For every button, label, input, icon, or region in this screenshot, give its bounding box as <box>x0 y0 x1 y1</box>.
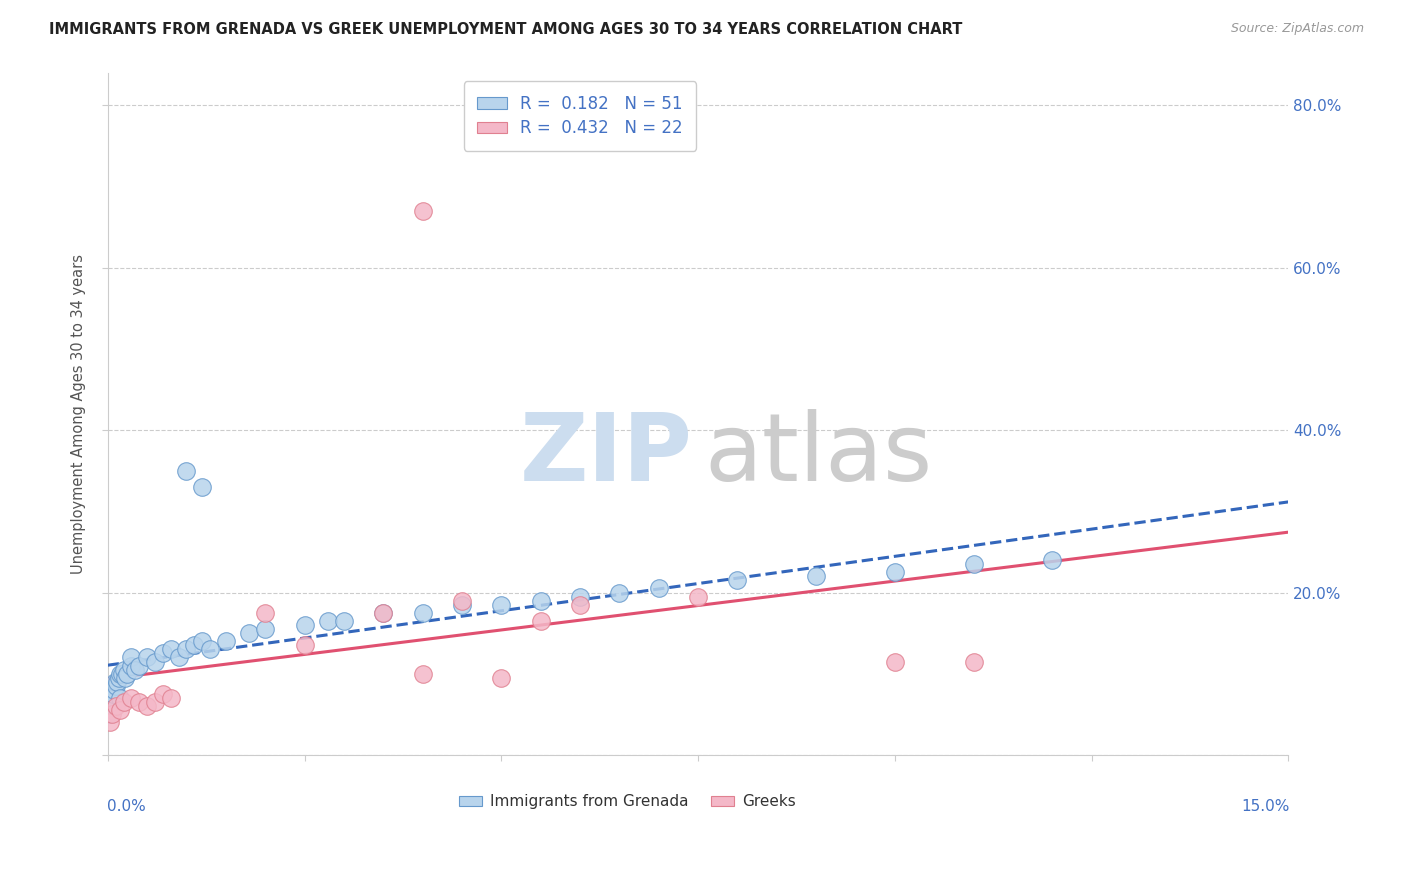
Point <box>569 590 592 604</box>
Point <box>491 671 513 685</box>
Point <box>98 699 121 714</box>
Point <box>159 691 181 706</box>
Point <box>373 606 395 620</box>
Point <box>117 666 139 681</box>
Legend: R =  0.182   N = 51, R =  0.432   N = 22: R = 0.182 N = 51, R = 0.432 N = 22 <box>464 81 696 151</box>
Point <box>104 674 127 689</box>
Point <box>176 464 198 478</box>
Point <box>108 691 131 706</box>
Point <box>530 593 553 607</box>
Point <box>112 695 135 709</box>
Point <box>183 638 205 652</box>
Point <box>98 707 121 722</box>
Point <box>215 634 238 648</box>
Text: 0.0%: 0.0% <box>107 799 145 814</box>
Point <box>451 598 474 612</box>
Point <box>100 691 122 706</box>
Point <box>333 614 356 628</box>
Point <box>191 634 214 648</box>
Point <box>108 703 131 717</box>
Point <box>136 650 159 665</box>
Point <box>491 598 513 612</box>
Point <box>412 606 434 620</box>
Point <box>103 683 125 698</box>
Point <box>198 642 221 657</box>
Point <box>569 598 592 612</box>
Text: 15.0%: 15.0% <box>1241 799 1289 814</box>
Text: IMMIGRANTS FROM GRENADA VS GREEK UNEMPLOYMENT AMONG AGES 30 TO 34 YEARS CORRELAT: IMMIGRANTS FROM GRENADA VS GREEK UNEMPLO… <box>49 22 963 37</box>
Point <box>727 574 749 588</box>
Point <box>152 687 174 701</box>
Point <box>111 666 134 681</box>
Point <box>128 658 150 673</box>
Point <box>254 622 277 636</box>
Point <box>294 618 316 632</box>
Point <box>124 663 146 677</box>
Point <box>609 585 631 599</box>
Y-axis label: Unemployment Among Ages 30 to 34 years: Unemployment Among Ages 30 to 34 years <box>72 254 86 574</box>
Point <box>114 671 136 685</box>
Point <box>412 204 434 219</box>
Point <box>412 666 434 681</box>
Point <box>136 699 159 714</box>
Point <box>883 566 905 580</box>
Point <box>962 557 984 571</box>
Point <box>101 695 124 709</box>
Point <box>238 626 260 640</box>
Point <box>107 671 129 685</box>
Point <box>648 582 671 596</box>
Text: atlas: atlas <box>704 409 932 501</box>
Point <box>373 606 395 620</box>
Point <box>98 715 121 730</box>
Point <box>120 650 142 665</box>
Point <box>120 691 142 706</box>
Point <box>100 703 122 717</box>
Point <box>176 642 198 657</box>
Text: ZIP: ZIP <box>519 409 692 501</box>
Point <box>104 699 127 714</box>
Point <box>316 614 339 628</box>
Point <box>254 606 277 620</box>
Point <box>105 674 128 689</box>
Point <box>104 679 127 693</box>
Point <box>191 480 214 494</box>
Point <box>128 695 150 709</box>
Point <box>143 655 166 669</box>
Point <box>159 642 181 657</box>
Point <box>167 650 190 665</box>
Point <box>294 638 316 652</box>
Point <box>530 614 553 628</box>
Point <box>883 655 905 669</box>
Point <box>112 663 135 677</box>
Text: Source: ZipAtlas.com: Source: ZipAtlas.com <box>1230 22 1364 36</box>
Point <box>804 569 827 583</box>
Point <box>688 590 710 604</box>
Point <box>101 707 124 722</box>
Point <box>1040 553 1063 567</box>
Point <box>451 593 474 607</box>
Point <box>110 666 132 681</box>
Point <box>143 695 166 709</box>
Point <box>962 655 984 669</box>
Point <box>103 687 125 701</box>
Point <box>120 658 142 673</box>
Point <box>152 647 174 661</box>
